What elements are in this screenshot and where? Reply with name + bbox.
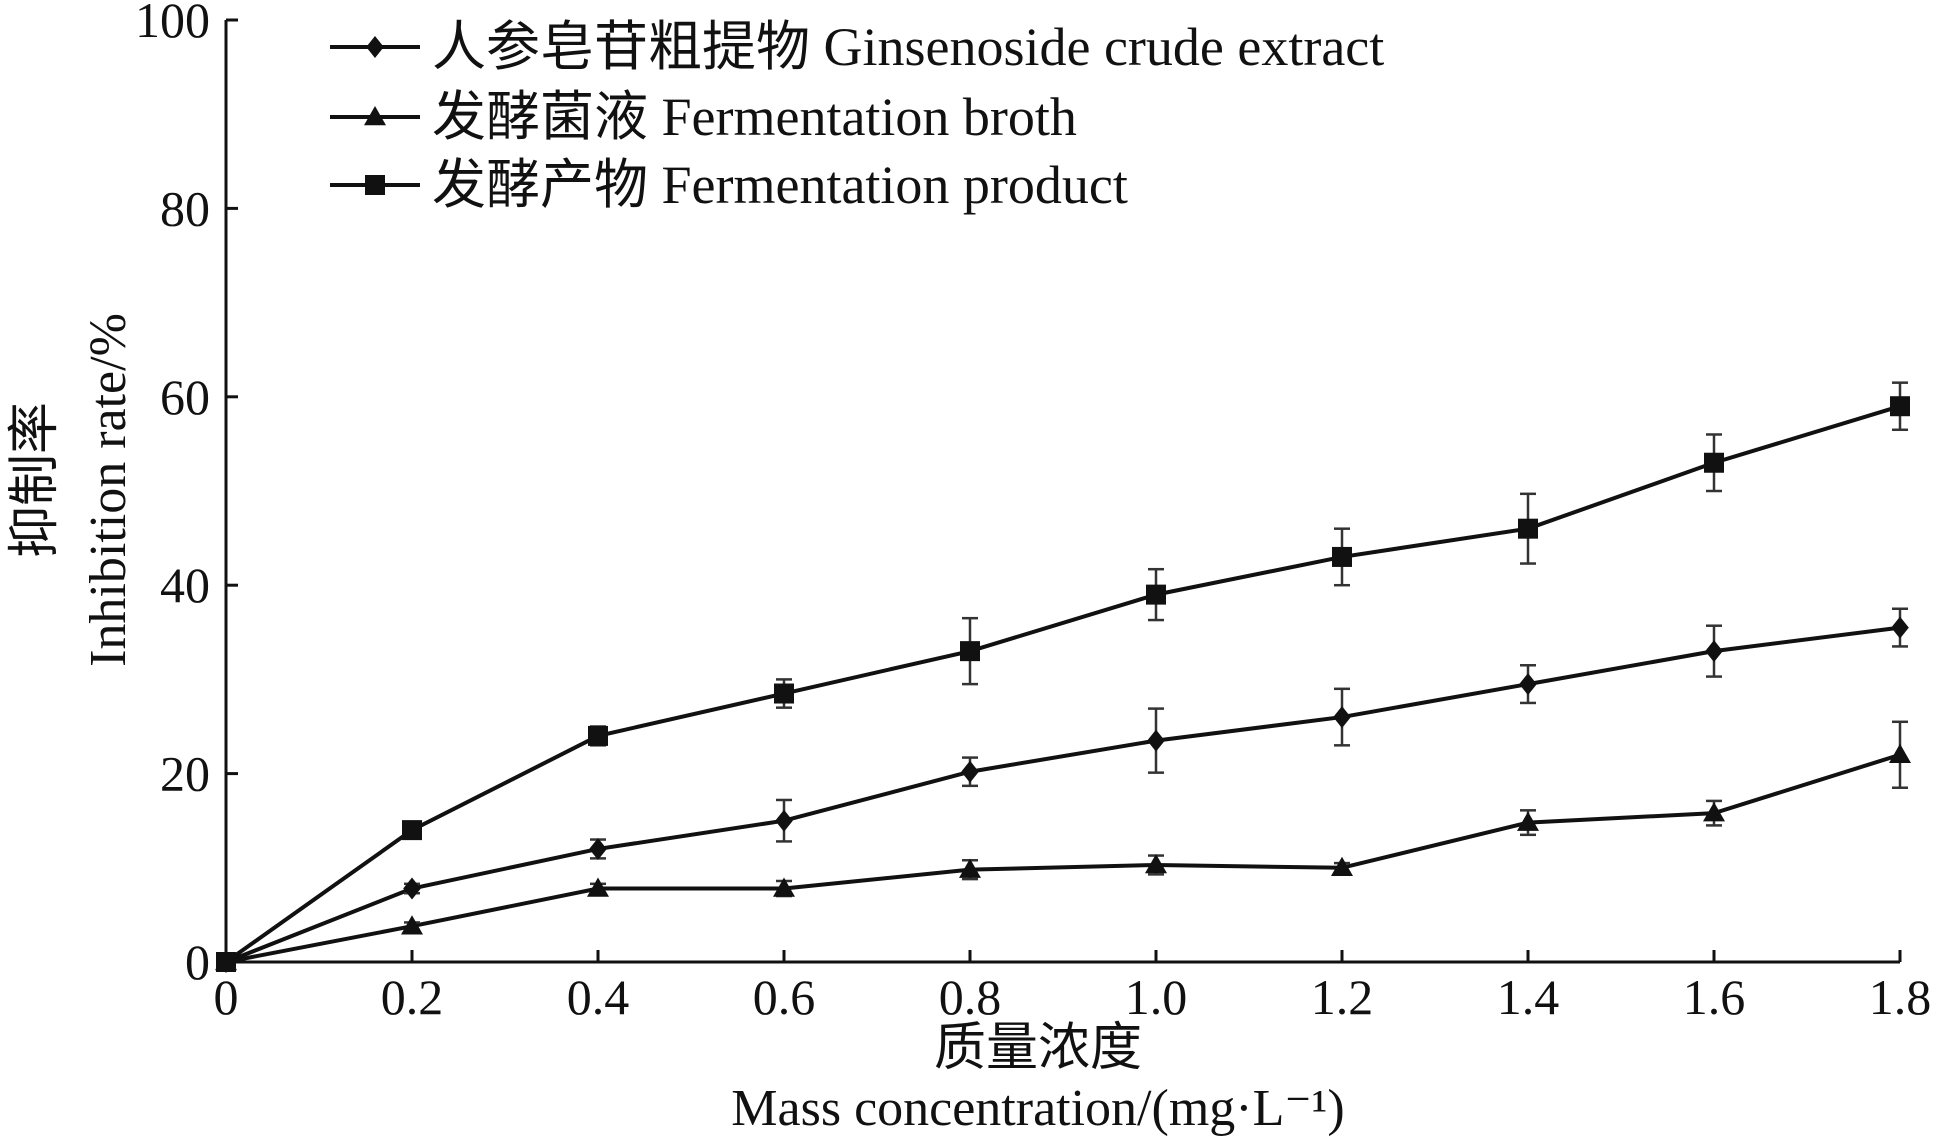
y-tick-label: 0 bbox=[185, 934, 210, 990]
y-tick-label: 80 bbox=[160, 180, 210, 236]
series-square bbox=[216, 381, 1910, 972]
x-tick-label: 1.2 bbox=[1311, 969, 1374, 1025]
series-layer bbox=[215, 381, 1911, 973]
data-point bbox=[1890, 396, 1910, 417]
data-point bbox=[588, 725, 608, 746]
legend-item: 人参皂苷粗提物 Ginsenoside crude extract bbox=[330, 17, 1384, 77]
data-point bbox=[1518, 518, 1538, 539]
x-tick-label: 1.6 bbox=[1683, 969, 1746, 1025]
y-axis-label-cn: 抑制率 bbox=[7, 402, 64, 558]
data-point bbox=[401, 915, 423, 935]
data-point bbox=[403, 877, 421, 900]
x-tick-label: 0.2 bbox=[381, 969, 444, 1025]
legend-marker bbox=[365, 175, 385, 195]
data-point bbox=[959, 858, 981, 878]
x-tick-label: 0 bbox=[214, 969, 239, 1025]
x-tick-label: 0.8 bbox=[939, 969, 1002, 1025]
data-point bbox=[1705, 640, 1723, 663]
data-point bbox=[589, 837, 607, 860]
y-axis-ticks: 0 20 40 60 80 100 bbox=[135, 0, 238, 990]
legend: 人参皂苷粗提物 Ginsenoside crude extract 发酵菌液 Fe… bbox=[330, 17, 1384, 215]
y-axis-title: 抑制率 Inhibition rate/% bbox=[7, 313, 137, 667]
y-tick-label: 40 bbox=[160, 557, 210, 613]
series-diamond bbox=[217, 607, 1909, 973]
y-tick-label: 100 bbox=[135, 0, 210, 48]
data-point bbox=[1703, 802, 1725, 822]
data-point bbox=[1333, 706, 1351, 729]
series-line bbox=[224, 404, 1901, 964]
data-point bbox=[587, 877, 609, 897]
data-point bbox=[960, 641, 980, 662]
legend-marker bbox=[366, 36, 384, 58]
data-point bbox=[1147, 729, 1165, 752]
legend-item: 发酵菌液 Fermentation broth bbox=[330, 87, 1077, 147]
data-point bbox=[961, 760, 979, 783]
axes bbox=[224, 20, 1900, 964]
data-point bbox=[1332, 546, 1352, 567]
series-triangle bbox=[215, 720, 1911, 971]
x-tick-label: 1.4 bbox=[1497, 969, 1560, 1025]
series-line bbox=[225, 752, 1901, 964]
data-point bbox=[1889, 743, 1911, 764]
legend-label: 发酵产物 Fermentation product bbox=[432, 155, 1128, 215]
legend-label: 人参皂苷粗提物 Ginsenoside crude extract bbox=[432, 17, 1384, 77]
series-line bbox=[225, 625, 1901, 964]
x-tick-label: 1.0 bbox=[1125, 969, 1188, 1025]
data-point bbox=[1891, 616, 1909, 639]
data-point bbox=[1704, 452, 1724, 473]
data-point bbox=[402, 820, 422, 841]
y-axis-label-en: Inhibition rate/% bbox=[80, 313, 137, 667]
data-point bbox=[773, 877, 795, 897]
y-tick-label: 60 bbox=[160, 369, 210, 425]
x-axis-ticks: 0 0.2 0.4 0.6 0.8 1.0 1.2 1.4 1.6 1.8 bbox=[214, 950, 1932, 1025]
x-axis-label-cn: 质量浓度 bbox=[934, 1020, 1142, 1077]
y-tick-label: 20 bbox=[160, 746, 210, 802]
x-tick-label: 1.8 bbox=[1869, 969, 1932, 1025]
data-point bbox=[1331, 856, 1353, 877]
data-point bbox=[1519, 673, 1537, 696]
legend-marker bbox=[364, 106, 386, 126]
data-point bbox=[1145, 853, 1167, 874]
legend-item: 发酵产物 Fermentation product bbox=[330, 155, 1128, 215]
data-point bbox=[1146, 584, 1166, 605]
data-point bbox=[774, 683, 794, 704]
data-point bbox=[775, 809, 793, 832]
legend-label: 发酵菌液 Fermentation broth bbox=[432, 87, 1077, 147]
x-tick-label: 0.4 bbox=[567, 969, 630, 1025]
x-tick-label: 0.6 bbox=[753, 969, 816, 1025]
data-point bbox=[1517, 811, 1539, 831]
data-point bbox=[216, 952, 236, 972]
x-axis-label-en: Mass concentration/(mg·L⁻¹) bbox=[731, 1080, 1344, 1137]
